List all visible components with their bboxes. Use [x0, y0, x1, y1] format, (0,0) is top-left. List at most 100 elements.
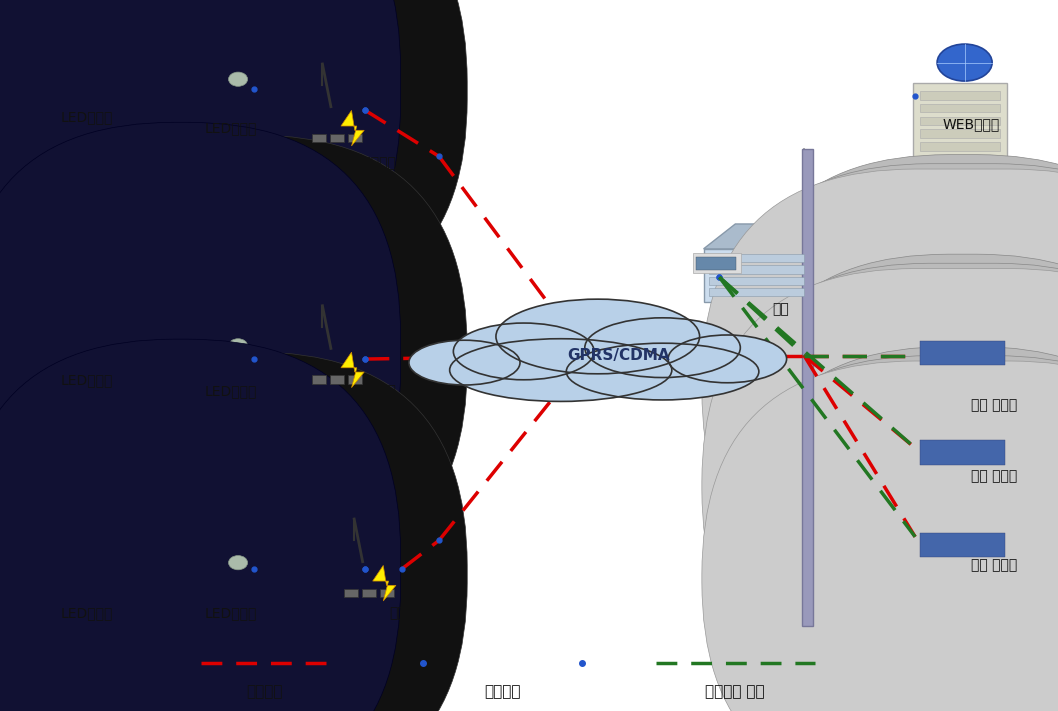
- FancyBboxPatch shape: [920, 142, 1000, 151]
- Ellipse shape: [668, 335, 786, 383]
- Text: 控制 计算机: 控制 计算机: [971, 469, 1018, 483]
- FancyBboxPatch shape: [701, 361, 1058, 711]
- FancyBboxPatch shape: [0, 0, 415, 313]
- Ellipse shape: [229, 338, 248, 353]
- FancyBboxPatch shape: [709, 277, 804, 285]
- FancyBboxPatch shape: [693, 252, 741, 273]
- FancyBboxPatch shape: [174, 551, 255, 588]
- Polygon shape: [341, 352, 364, 387]
- FancyBboxPatch shape: [5, 583, 169, 665]
- FancyBboxPatch shape: [0, 135, 415, 579]
- FancyBboxPatch shape: [348, 375, 362, 384]
- FancyBboxPatch shape: [735, 255, 1058, 690]
- FancyBboxPatch shape: [913, 433, 1013, 471]
- FancyBboxPatch shape: [735, 155, 1058, 591]
- Text: 文字信息发布内容: 文字信息发布内容: [14, 621, 39, 626]
- FancyBboxPatch shape: [735, 347, 1058, 711]
- Text: 控制 计算机: 控制 计算机: [971, 398, 1018, 412]
- Polygon shape: [704, 224, 841, 249]
- FancyBboxPatch shape: [348, 134, 362, 142]
- FancyBboxPatch shape: [330, 134, 344, 142]
- FancyBboxPatch shape: [304, 104, 379, 149]
- FancyBboxPatch shape: [0, 0, 401, 316]
- Text: LED显示屏: LED显示屏: [60, 373, 113, 387]
- FancyBboxPatch shape: [5, 378, 25, 406]
- Text: 001 Wang China  10'30: 001 Wang China 10'30: [14, 124, 87, 129]
- Text: 文字信息发布内容: 文字信息发布内容: [14, 596, 39, 601]
- Polygon shape: [704, 249, 809, 302]
- FancyBboxPatch shape: [802, 149, 813, 626]
- FancyBboxPatch shape: [920, 440, 1005, 465]
- FancyBboxPatch shape: [174, 334, 255, 371]
- Ellipse shape: [409, 341, 521, 385]
- FancyBboxPatch shape: [19, 135, 468, 579]
- Text: WEB服务器: WEB服务器: [943, 117, 1000, 132]
- Ellipse shape: [585, 318, 741, 378]
- FancyBboxPatch shape: [330, 375, 344, 384]
- Text: 设备信息 管理: 设备信息 管理: [706, 684, 765, 699]
- FancyBboxPatch shape: [0, 0, 441, 313]
- FancyBboxPatch shape: [16, 348, 98, 411]
- Text: LED控制器: LED控制器: [204, 384, 257, 398]
- FancyBboxPatch shape: [174, 68, 255, 105]
- FancyBboxPatch shape: [0, 352, 441, 711]
- FancyBboxPatch shape: [716, 263, 1058, 697]
- FancyBboxPatch shape: [920, 341, 1005, 365]
- Ellipse shape: [229, 555, 248, 570]
- Ellipse shape: [937, 44, 992, 81]
- FancyBboxPatch shape: [0, 135, 441, 579]
- Text: LED控制器: LED控制器: [204, 121, 257, 135]
- FancyBboxPatch shape: [0, 339, 401, 711]
- FancyBboxPatch shape: [716, 164, 1058, 597]
- FancyBboxPatch shape: [5, 334, 169, 430]
- FancyBboxPatch shape: [335, 559, 411, 604]
- FancyBboxPatch shape: [913, 333, 1013, 371]
- Text: GPRS/CDMA: GPRS/CDMA: [567, 348, 670, 363]
- FancyBboxPatch shape: [19, 352, 468, 711]
- Text: 文字信息发布内容: 文字信息发布内容: [14, 634, 39, 639]
- FancyBboxPatch shape: [380, 589, 394, 597]
- FancyBboxPatch shape: [716, 356, 1058, 711]
- FancyBboxPatch shape: [920, 129, 1000, 138]
- FancyBboxPatch shape: [344, 589, 358, 597]
- Text: 无线控制器: 无线控制器: [354, 384, 397, 398]
- Text: LED控制器: LED控制器: [204, 606, 257, 620]
- FancyBboxPatch shape: [920, 91, 1000, 100]
- Text: 无线控制器: 无线控制器: [389, 606, 432, 620]
- FancyBboxPatch shape: [304, 346, 379, 390]
- FancyBboxPatch shape: [709, 265, 804, 274]
- Text: 文字信息发布内容: 文字信息发布内容: [14, 609, 39, 614]
- Polygon shape: [341, 110, 364, 146]
- Text: Men's 100m Final: Men's 100m Final: [16, 105, 90, 114]
- FancyBboxPatch shape: [709, 254, 804, 262]
- Text: 012 John Canada 10'16: 012 John Canada 10'16: [14, 134, 87, 139]
- Text: LED显示屏: LED显示屏: [60, 606, 113, 620]
- Text: 网关: 网关: [772, 302, 789, 316]
- FancyBboxPatch shape: [913, 526, 1013, 563]
- Ellipse shape: [450, 338, 672, 402]
- Text: 无线控制器: 无线控制器: [354, 156, 397, 171]
- FancyBboxPatch shape: [312, 375, 326, 384]
- FancyBboxPatch shape: [701, 169, 1058, 604]
- FancyBboxPatch shape: [709, 288, 804, 296]
- FancyBboxPatch shape: [701, 269, 1058, 703]
- FancyBboxPatch shape: [0, 352, 415, 711]
- FancyBboxPatch shape: [312, 134, 326, 142]
- FancyBboxPatch shape: [920, 104, 1000, 112]
- Text: LED显示屏: LED显示屏: [60, 110, 113, 124]
- Ellipse shape: [496, 299, 699, 374]
- FancyBboxPatch shape: [362, 589, 376, 597]
- Text: 控制 计算机: 控制 计算机: [971, 558, 1018, 572]
- FancyBboxPatch shape: [696, 257, 736, 270]
- Text: 设备注册: 设备注册: [485, 684, 521, 699]
- Polygon shape: [372, 565, 396, 601]
- FancyBboxPatch shape: [920, 533, 1005, 557]
- Ellipse shape: [566, 343, 759, 400]
- Ellipse shape: [229, 72, 248, 86]
- FancyBboxPatch shape: [19, 0, 468, 313]
- FancyBboxPatch shape: [920, 117, 1000, 125]
- FancyBboxPatch shape: [0, 122, 401, 583]
- Text: 信息发布: 信息发布: [247, 684, 282, 699]
- Text: NO. Name Country scores: NO. Name Country scores: [14, 115, 94, 120]
- FancyBboxPatch shape: [913, 83, 1007, 159]
